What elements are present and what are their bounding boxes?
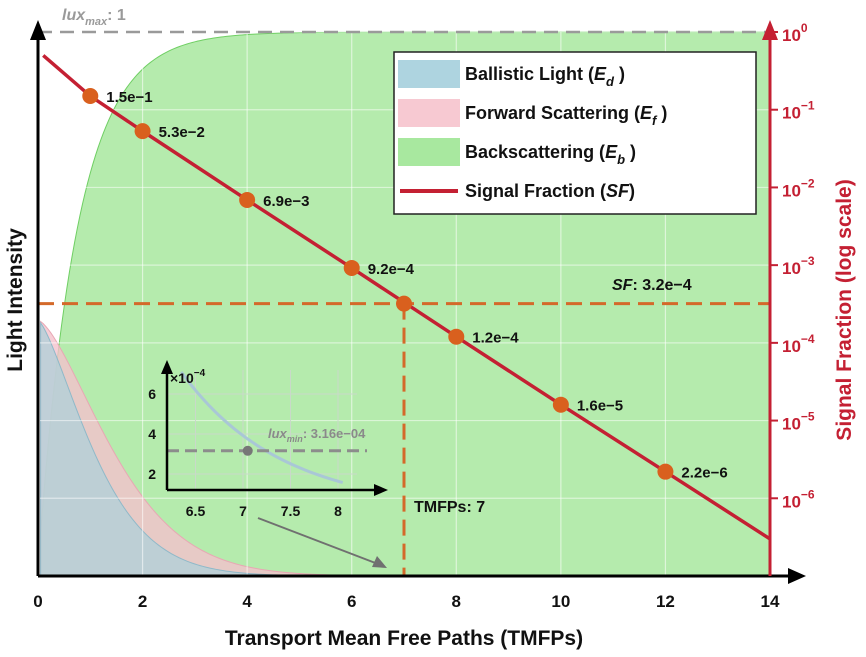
right-tick-label: 10−3 — [782, 254, 815, 278]
x-tick-label: 4 — [242, 592, 252, 611]
x-axis-arrow — [788, 568, 806, 584]
inset-y-tick-label: 6 — [148, 386, 156, 402]
right-tick-label: 10−4 — [782, 332, 815, 356]
legend-label: Ballistic Light (Ed ) — [465, 64, 625, 89]
sf-point — [552, 396, 569, 413]
right-tick-label: 10−5 — [782, 410, 815, 434]
x-tick-label: 2 — [138, 592, 147, 611]
sf-point-label: 1.5e−1 — [106, 89, 152, 106]
sf-point-label: 2.2e−6 — [681, 465, 727, 482]
sf-point — [343, 259, 360, 276]
inset-x-tick-label: 7 — [239, 503, 247, 519]
tmfp-annotation-label: TMFPs: 7 — [414, 499, 485, 516]
right-tick-label: 10−1 — [782, 99, 815, 123]
inset-multiplier: ×10−4 — [170, 368, 206, 386]
inset-y-tick-label: 4 — [148, 426, 156, 442]
sf-point — [448, 328, 465, 345]
x-tick-label: 8 — [452, 592, 461, 611]
right-tick-label: 10−6 — [782, 487, 815, 511]
y-axis-right-title: Signal Fraction (log scale) — [833, 179, 856, 440]
y-axis-left-title: Light Intensity — [4, 228, 27, 372]
x-tick-label: 14 — [761, 592, 780, 611]
legend: Ballistic Light (Ed ) Forward Scattering … — [393, 51, 757, 215]
inset-x-tick-label: 7.5 — [281, 503, 301, 519]
inset-pointer-arrow — [372, 556, 387, 568]
inset-y-tick-label: 2 — [148, 466, 156, 482]
sf-intersection-marker — [396, 295, 412, 312]
sf-annotation-label: SF: 3.2e−4 — [612, 277, 692, 294]
sf-point — [657, 463, 674, 480]
sf-point — [239, 191, 256, 208]
inset-curve — [180, 371, 344, 484]
x-tick-label: 10 — [551, 592, 570, 611]
sf-point — [134, 123, 151, 140]
inset-x-tick-labels: 6.5 7 7.5 8 — [186, 503, 342, 519]
inset-x-tick-label: 8 — [334, 503, 342, 519]
inset-x-arrow — [374, 484, 388, 496]
inset-chart: 6.5 7 7.5 8 2 4 6 ×10−4 luxmin: 3.16e−04 — [148, 360, 388, 568]
inset-lux-min-label: luxmin: 3.16e−04 — [268, 426, 366, 444]
x-axis-title: Transport Mean Free Paths (TMFPs) — [225, 627, 583, 650]
sf-point — [82, 88, 99, 105]
legend-swatch — [398, 99, 460, 127]
axes — [30, 20, 806, 584]
x-tick-label: 0 — [33, 592, 42, 611]
sf-point-label: 1.6e−5 — [577, 398, 623, 415]
legend-label: Forward Scattering (Ef ) — [465, 103, 667, 128]
signal-fraction-points — [82, 88, 674, 480]
inset-lux-min-point — [242, 445, 253, 456]
lux-max-label: luxmax: 1 — [62, 7, 126, 28]
right-tick-label: 10−2 — [782, 176, 815, 200]
sf-point-label: 9.2e−4 — [368, 261, 415, 278]
inset-x-tick-label: 6.5 — [186, 503, 206, 519]
inset-pointer-line — [257, 517, 379, 565]
x-tick-label: 12 — [656, 592, 675, 611]
y-axis-left-arrow — [30, 20, 46, 40]
x-tick-label: 6 — [347, 592, 356, 611]
inset-y-tick-labels: 2 4 6 — [148, 386, 156, 482]
sf-point-label: 5.3e−2 — [159, 124, 205, 141]
right-tick-labels: 100 10−1 10−2 10−3 10−4 10−5 10−6 — [770, 21, 815, 511]
signal-fraction-labels: 1.5e−1 5.3e−2 6.9e−3 9.2e−4 1.2e−4 1.6e−5 2.2e… — [106, 89, 727, 482]
legend-swatch — [398, 138, 460, 166]
x-tick-labels: 0 2 4 6 8 10 12 14 — [33, 592, 780, 611]
y-axis-right-arrow — [762, 20, 778, 40]
legend-label: Backscattering (Eb ) — [465, 142, 636, 167]
sf-point-label: 6.9e−3 — [263, 193, 309, 210]
sf-point-label: 1.2e−4 — [472, 330, 519, 347]
right-tick-label: 100 — [782, 21, 808, 45]
legend-swatch — [398, 60, 460, 88]
legend-label: Signal Fraction (SF) — [465, 181, 635, 201]
inset-y-arrow — [161, 360, 173, 374]
